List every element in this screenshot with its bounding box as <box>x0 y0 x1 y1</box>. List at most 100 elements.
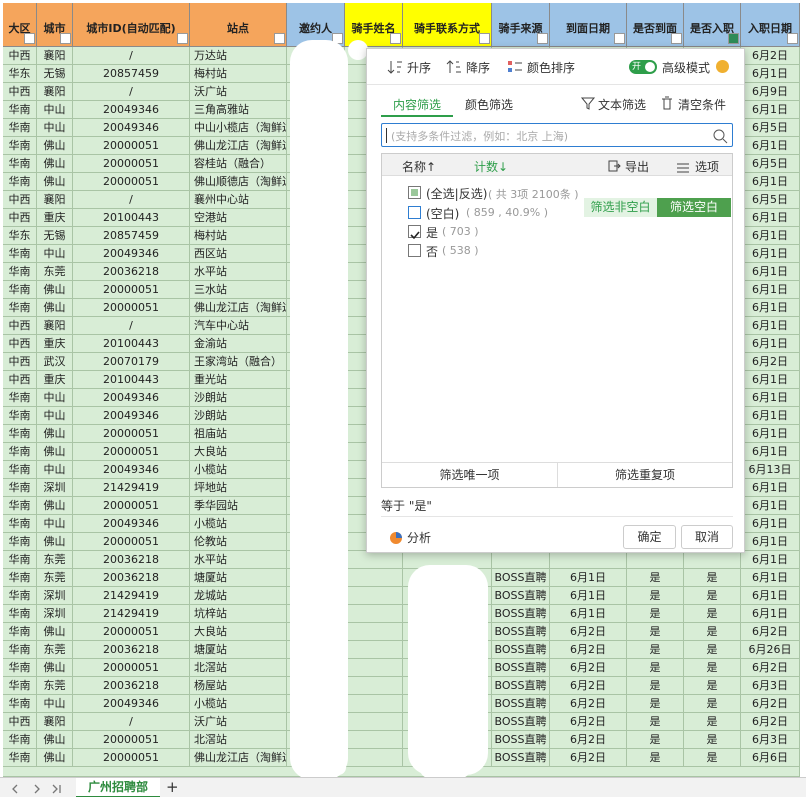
cell[interactable]: 6月2日 <box>550 731 627 749</box>
checkbox[interactable] <box>408 206 421 219</box>
options[interactable]: 选项 <box>695 160 720 174</box>
cell[interactable]: 6月2日 <box>550 641 627 659</box>
cell[interactable] <box>684 551 741 569</box>
filter-button[interactable] <box>787 33 798 44</box>
cell[interactable]: 中山 <box>37 461 73 479</box>
item-label[interactable]: 否 <box>426 245 439 259</box>
cell[interactable]: 6月1日 <box>741 299 800 317</box>
cell[interactable]: 20857459 <box>73 65 190 83</box>
cell[interactable]: 华南 <box>3 569 37 587</box>
cell[interactable]: 华南 <box>3 533 37 551</box>
cell[interactable]: 是 <box>627 587 684 605</box>
cell[interactable]: 20100443 <box>73 209 190 227</box>
cell[interactable]: 梅村站 <box>190 227 287 245</box>
cell[interactable]: 佛山 <box>37 173 73 191</box>
cell[interactable]: 华南 <box>3 515 37 533</box>
cell[interactable]: 是 <box>627 713 684 731</box>
cell[interactable]: 华南 <box>3 281 37 299</box>
cell[interactable]: 空港站 <box>190 209 287 227</box>
cell[interactable]: 华南 <box>3 155 37 173</box>
cell[interactable]: 是 <box>684 731 741 749</box>
cell[interactable]: / <box>73 317 190 335</box>
cell[interactable]: 王家湾站（融合） <box>190 353 287 371</box>
cell[interactable]: 佛山 <box>37 137 73 155</box>
cell[interactable]: 北滘站 <box>190 659 287 677</box>
cell[interactable]: 东莞 <box>37 569 73 587</box>
cell[interactable]: 沃广站 <box>190 83 287 101</box>
cell[interactable]: 襄阳 <box>37 713 73 731</box>
cell[interactable]: 20100443 <box>73 371 190 389</box>
column-header[interactable]: 骑手联系方式 <box>403 3 492 47</box>
cell[interactable]: 6月1日 <box>741 443 800 461</box>
cell[interactable]: 是 <box>627 749 684 767</box>
ok-button[interactable]: 确定 <box>623 525 676 549</box>
cell[interactable]: BOSS直聘 <box>492 677 550 695</box>
cell[interactable]: 20000051 <box>73 749 190 767</box>
cell[interactable]: 中山 <box>37 515 73 533</box>
cell[interactable]: 6月5日 <box>741 155 800 173</box>
cell[interactable]: 佛山 <box>37 443 73 461</box>
cell[interactable]: 是 <box>627 677 684 695</box>
cell[interactable]: 是 <box>627 731 684 749</box>
cell[interactable]: 华东 <box>3 227 37 245</box>
cell[interactable]: 6月2日 <box>550 713 627 731</box>
cell[interactable]: 三水站 <box>190 281 287 299</box>
cell[interactable]: 20000051 <box>73 623 190 641</box>
cell[interactable]: 6月2日 <box>741 713 800 731</box>
cell[interactable]: 襄阳 <box>37 191 73 209</box>
cell[interactable]: 6月3日 <box>741 677 800 695</box>
cell[interactable]: 20049346 <box>73 119 190 137</box>
cell[interactable]: 华南 <box>3 263 37 281</box>
cell[interactable]: 20036218 <box>73 677 190 695</box>
column-header[interactable]: 入职日期 <box>741 3 800 47</box>
cell[interactable]: 华南 <box>3 659 37 677</box>
filter-unique[interactable]: 筛选唯一项 <box>439 468 500 482</box>
clear-filter[interactable]: 清空条件 <box>678 98 727 112</box>
cell[interactable]: 华南 <box>3 407 37 425</box>
text-filter[interactable]: 文本筛选 <box>598 98 647 112</box>
cell[interactable]: 6月2日 <box>741 659 800 677</box>
cell[interactable]: 6月1日 <box>741 587 800 605</box>
cell[interactable]: 华南 <box>3 425 37 443</box>
cell[interactable]: 中山 <box>37 101 73 119</box>
cell[interactable]: 重光站 <box>190 371 287 389</box>
cell[interactable]: 华南 <box>3 245 37 263</box>
column-header[interactable]: 大区 <box>3 3 37 47</box>
cell[interactable]: 杨屋站 <box>190 677 287 695</box>
cell[interactable]: 华南 <box>3 587 37 605</box>
cell[interactable]: / <box>73 191 190 209</box>
add-sheet[interactable]: + <box>166 778 179 796</box>
cell[interactable]: 中山 <box>37 245 73 263</box>
cell[interactable] <box>627 551 684 569</box>
cell[interactable]: 佛山顺德店（淘鲜达 <box>190 173 287 191</box>
cell[interactable]: 佛山 <box>37 731 73 749</box>
item-label[interactable]: (全选|反选) <box>426 187 488 201</box>
cell[interactable]: 华南 <box>3 551 37 569</box>
column-header[interactable]: 是否入职 <box>684 3 741 47</box>
column-header[interactable]: 站点 <box>190 3 287 47</box>
cell[interactable]: 佛山 <box>37 623 73 641</box>
cell[interactable]: BOSS直聘 <box>492 659 550 677</box>
column-header[interactable]: 到面日期 <box>550 3 627 47</box>
cell[interactable]: 6月1日 <box>741 533 800 551</box>
cell[interactable]: 6月1日 <box>741 173 800 191</box>
filter-button[interactable] <box>537 33 548 44</box>
cell[interactable] <box>345 749 403 767</box>
filter-button[interactable] <box>614 33 625 44</box>
cell[interactable]: 6月2日 <box>550 749 627 767</box>
filter-button[interactable] <box>60 33 71 44</box>
export[interactable]: 导出 <box>625 160 650 174</box>
cell[interactable]: BOSS直聘 <box>492 695 550 713</box>
cell[interactable]: 大良站 <box>190 623 287 641</box>
cell[interactable]: 中山小榄店（淘鲜达 <box>190 119 287 137</box>
cell[interactable]: 华南 <box>3 173 37 191</box>
cell[interactable]: 小榄站 <box>190 515 287 533</box>
cell[interactable]: 6月1日 <box>741 551 800 569</box>
cell[interactable]: 6月2日 <box>741 695 800 713</box>
cell[interactable]: 20049346 <box>73 695 190 713</box>
cell[interactable]: 北滘站 <box>190 731 287 749</box>
cell[interactable]: 20000051 <box>73 299 190 317</box>
cell[interactable]: / <box>73 47 190 65</box>
cell[interactable]: 华南 <box>3 641 37 659</box>
cell[interactable]: 东莞 <box>37 677 73 695</box>
